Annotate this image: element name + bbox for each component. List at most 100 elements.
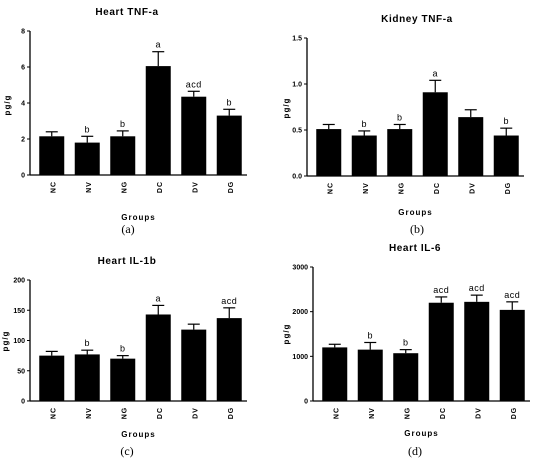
bar-nc (322, 347, 348, 401)
y-tick-label: 200 (13, 278, 25, 285)
bar-ng (110, 358, 136, 401)
chart-title: Heart TNF-a (95, 7, 158, 18)
significance-label: acd (504, 290, 520, 300)
x-tick-label: NG (122, 181, 129, 194)
y-tick-label: 2 (21, 137, 25, 144)
x-axis-label: Groups (398, 208, 432, 217)
x-tick-label: NG (405, 407, 412, 420)
x-tick-label: NC (334, 407, 341, 419)
y-tick-label: 4 (21, 101, 25, 108)
significance-label: b (503, 116, 509, 126)
y-tick-label: 0.5 (292, 128, 302, 135)
significance-label: a (155, 293, 161, 303)
y-tick-label: 0 (304, 399, 308, 406)
chart-panel-heart-il-6: Heart IL-6 0 1000 2000 3000 pg/g NC b NV b NG acd DC… (282, 243, 530, 458)
significance-label: b (120, 119, 126, 129)
significance-label: a (432, 68, 438, 78)
y-tick-label: 1.0 (292, 82, 302, 89)
x-tick-label: NG (399, 182, 406, 195)
bar-dv (181, 329, 207, 401)
bar-dv (458, 117, 484, 176)
x-tick-label: DG (511, 407, 518, 420)
chart-title: Kidney TNF-a (381, 14, 453, 25)
significance-label: b (120, 344, 126, 354)
bar-nc (39, 136, 65, 175)
x-tick-label: DC (157, 407, 164, 419)
x-tick-label: NG (122, 407, 129, 420)
significance-label: b (403, 338, 409, 348)
x-tick-label: DV (470, 182, 477, 194)
x-tick-label: NC (51, 407, 58, 419)
bar-nv (357, 349, 383, 401)
panel-caption: (d) (408, 444, 422, 458)
y-axis-label: pg/g (282, 324, 291, 345)
x-tick-label: DV (193, 181, 200, 193)
bar-dc (428, 302, 454, 401)
y-axis-label: pg/g (282, 98, 291, 119)
y-tick-label: 3000 (292, 265, 308, 272)
y-axis-label: pg/g (3, 95, 12, 116)
bar-nv (74, 142, 100, 175)
x-tick-label: DG (505, 182, 512, 195)
bar-dv (464, 301, 490, 401)
bar-dv (181, 96, 207, 175)
bar-nv (351, 135, 377, 176)
y-axis-label: pg/g (1, 331, 10, 352)
x-tick-label: NV (86, 181, 93, 193)
significance-label: b (226, 97, 232, 107)
x-tick-label: DC (434, 182, 441, 194)
bar-nc (39, 355, 65, 401)
bar-dg (499, 309, 525, 401)
significance-label: a (155, 40, 161, 50)
significance-label: b (397, 112, 403, 122)
bar-dc (422, 92, 448, 176)
x-tick-label: NV (363, 182, 370, 194)
x-tick-label: DC (440, 407, 447, 419)
bar-nc (316, 129, 342, 176)
bar-dg (216, 115, 242, 175)
y-tick-label: 50 (17, 368, 25, 375)
y-tick-label: 1.5 (292, 36, 302, 43)
x-tick-label: NV (369, 407, 376, 419)
panel-caption: (c) (120, 444, 133, 458)
significance-label: acd (433, 285, 449, 295)
x-axis-label: Groups (121, 213, 155, 222)
x-tick-label: DV (476, 407, 483, 419)
significance-label: b (84, 124, 90, 134)
x-tick-label: DG (228, 407, 235, 420)
y-tick-label: 0.0 (292, 174, 302, 181)
chart-panel-heart-tnf-a: Heart TNF-a 0 2 4 6 8 pg/g NC b NV b NG a DC acd DV b DG G… (3, 7, 247, 236)
significance-label: b (84, 338, 90, 348)
y-tick-label: 150 (13, 308, 25, 315)
significance-label: acd (186, 79, 202, 89)
y-tick-label: 6 (21, 65, 25, 72)
panel-caption: (b) (410, 222, 424, 236)
x-tick-label: NC (328, 182, 335, 194)
chart-panel-heart-il-1b: Heart IL-1b 0 50 100 150 200 pg/g NC b NV b NG a DC DV… (1, 256, 247, 458)
significance-label: acd (469, 283, 485, 293)
y-tick-label: 8 (21, 29, 25, 36)
x-tick-label: DG (228, 181, 235, 194)
x-axis-label: Groups (121, 430, 155, 439)
x-axis-label: Groups (404, 429, 438, 438)
bar-dg (216, 318, 242, 401)
significance-label: b (361, 119, 367, 129)
significance-label: b (367, 330, 373, 340)
bar-dc (145, 314, 171, 401)
chart-panel-kidney-tnf-a: Kidney TNF-a 0.0 0.5 1.0 1.5 pg/g NC b NV b NG a DC D… (282, 14, 524, 236)
bar-ng (387, 129, 413, 176)
bar-nv (74, 354, 100, 401)
bar-dg (493, 135, 519, 176)
y-tick-label: 1000 (292, 354, 308, 361)
x-tick-label: DC (157, 181, 164, 193)
y-tick-label: 2000 (292, 309, 308, 316)
chart-title: Heart IL-1b (98, 256, 157, 267)
y-tick-label: 0 (21, 399, 25, 406)
y-tick-label: 100 (13, 338, 25, 345)
significance-label: acd (221, 296, 237, 306)
bar-ng (110, 136, 136, 175)
x-tick-label: DV (193, 407, 200, 419)
x-tick-label: NC (51, 181, 58, 193)
x-tick-label: NV (86, 407, 93, 419)
bar-ng (393, 353, 419, 401)
